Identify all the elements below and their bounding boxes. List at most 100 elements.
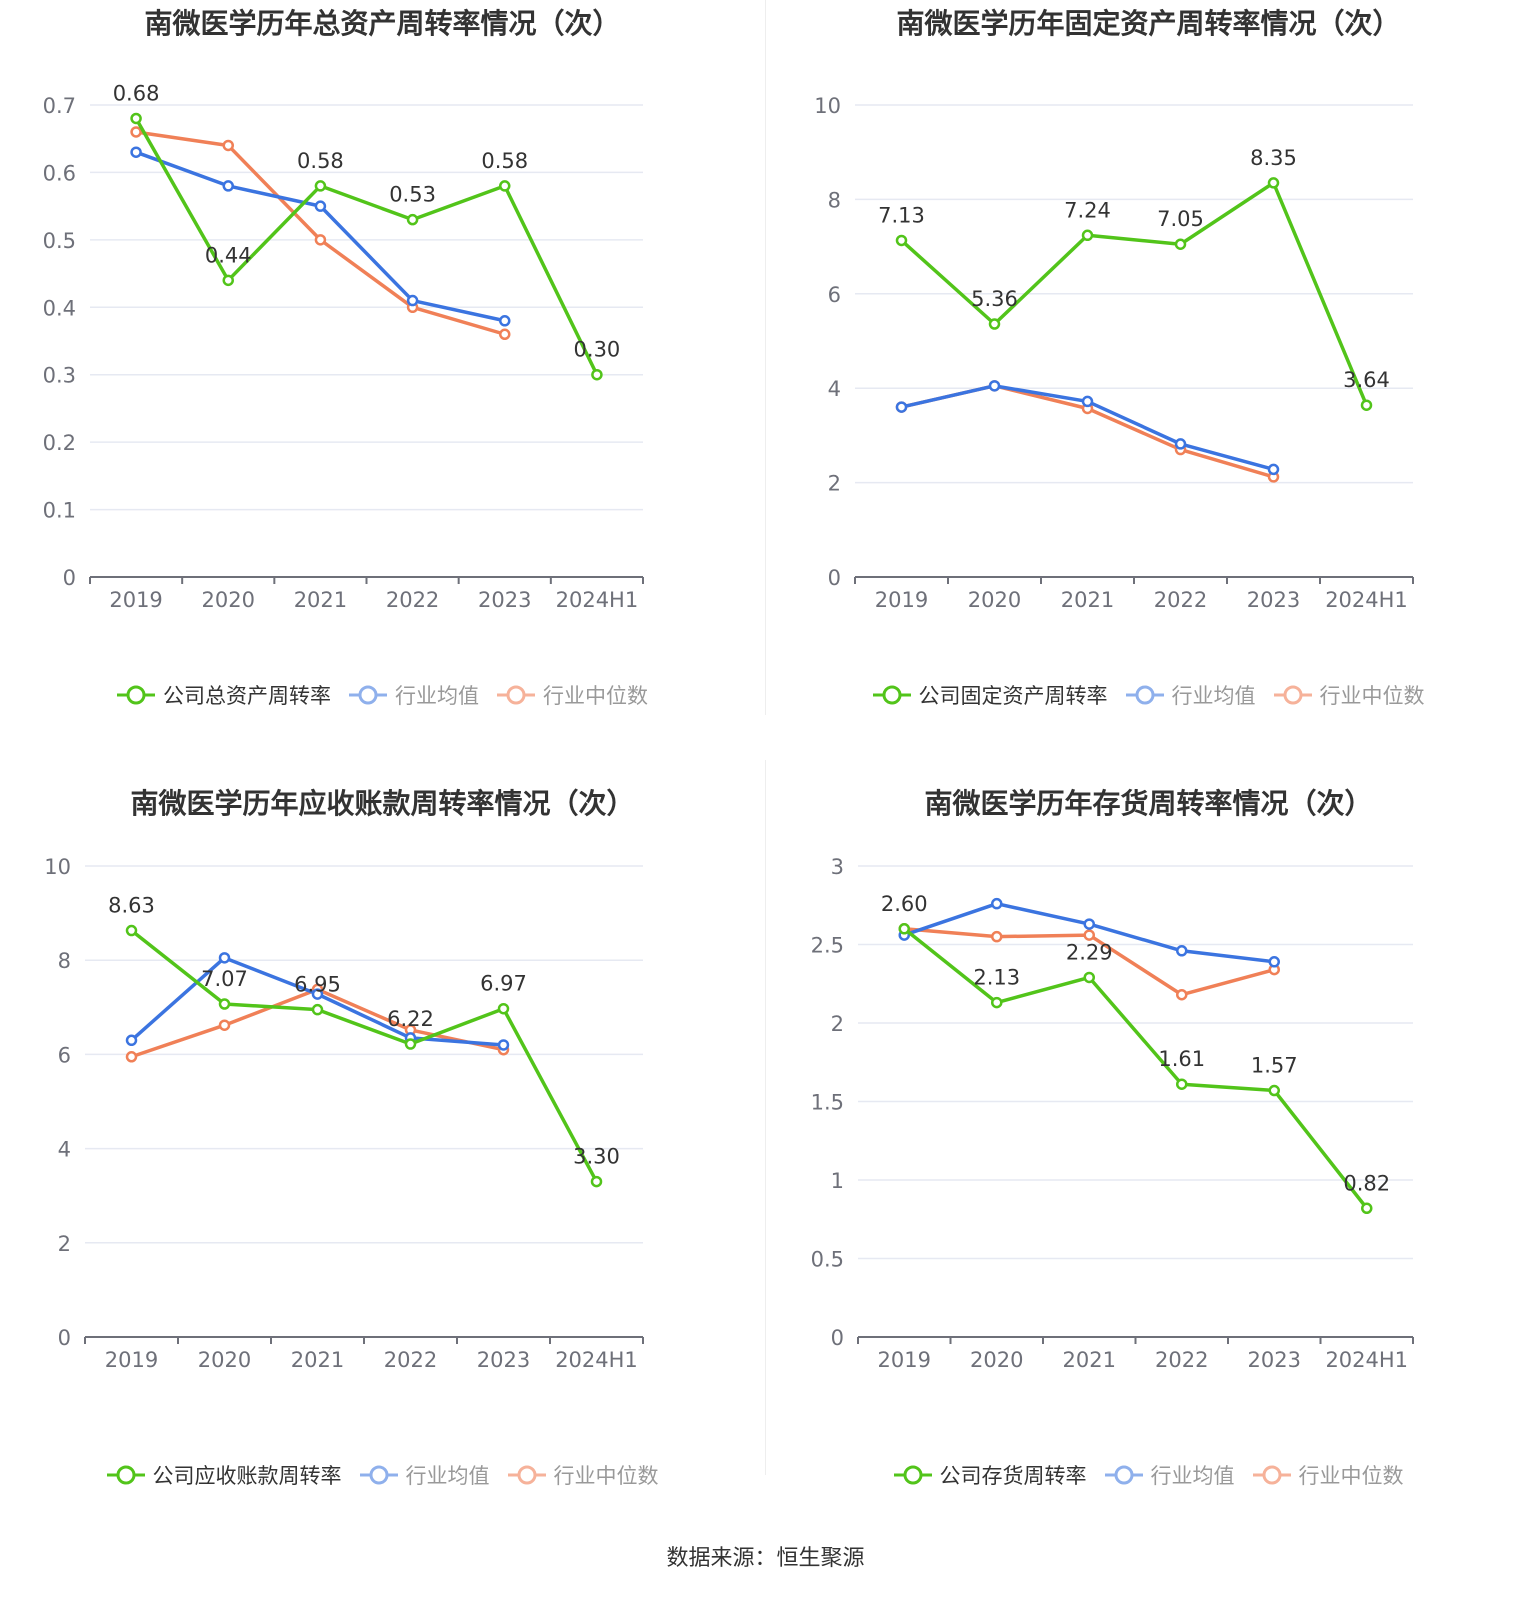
data-point-company[interactable] <box>1361 1202 1373 1215</box>
data-point-industry-average[interactable] <box>130 146 142 158</box>
data-point-industry-average[interactable] <box>406 294 419 307</box>
series-line-company <box>900 181 1369 406</box>
divider-top <box>765 0 766 715</box>
data-point-company[interactable] <box>406 213 419 226</box>
legend-item-company[interactable]: 公司存货周转率 <box>893 1460 1087 1490</box>
legend-label-industry-median: 行业中位数 <box>1298 1464 1404 1488</box>
legend-marker-median-icon <box>1273 685 1312 705</box>
y-tick-label: 0.4 <box>43 296 76 320</box>
data-point-industry-median[interactable] <box>218 1019 231 1031</box>
legend-item-company[interactable]: 公司应收账款周转率 <box>106 1460 342 1490</box>
data-point-industry-average[interactable] <box>988 380 1001 392</box>
data-point-company[interactable] <box>218 998 231 1010</box>
legend: 公司存货周转率 行业均值 行业中位数 <box>766 1460 1531 1490</box>
data-point-industry-median[interactable] <box>499 328 511 341</box>
data-point-industry-average[interactable] <box>1083 918 1095 930</box>
chart-title: 南微医学历年总资产周转率情况（次） <box>144 7 621 40</box>
data-label: 0.53 <box>389 183 436 207</box>
data-point-industry-median[interactable] <box>125 1051 138 1063</box>
line-chart-receivables-turnover: 0 2 4 6 8 10 2019 2020 2021 2022 2023 2024H1 8.63 7.0… <box>44 855 644 1372</box>
data-point-company[interactable] <box>898 923 910 935</box>
data-point-company[interactable] <box>1174 238 1187 250</box>
data-point-company[interactable] <box>991 996 1003 1009</box>
data-label: 0.68 <box>113 81 160 105</box>
data-label: 7.24 <box>1064 198 1111 222</box>
data-point-industry-average[interactable] <box>1176 945 1188 957</box>
x-tick-label: 2019 <box>109 588 162 612</box>
y-tick-label: 4 <box>58 1138 71 1162</box>
x-tick-label: 2023 <box>1248 1348 1301 1372</box>
legend-label-industry-median: 行业中位数 <box>1319 684 1425 708</box>
y-tick-label: 8 <box>58 949 71 973</box>
data-point-industry-median[interactable] <box>130 126 142 138</box>
data-point-industry-average[interactable] <box>991 897 1003 910</box>
y-tick-label: 1.5 <box>811 1091 844 1115</box>
chart-panel-inventory-turnover: 南微医学历年存货周转率情况（次） 0 0.5 1 1.5 2 2.5 3 2019 2020 20… <box>766 780 1531 1540</box>
legend-marker-average-icon <box>1125 685 1164 705</box>
legend-item-company[interactable]: 公司总资产周转率 <box>117 680 331 710</box>
data-point-industry-median[interactable] <box>1176 988 1188 1001</box>
data-point-industry-average[interactable] <box>1267 463 1280 476</box>
data-point-company[interactable] <box>1081 229 1094 242</box>
data-point-company[interactable] <box>590 1175 603 1188</box>
legend-item-industry-average[interactable]: 行业均值 <box>349 680 479 710</box>
data-label: 5.36 <box>971 287 1018 311</box>
y-tick-label: 3 <box>831 855 844 879</box>
legend-item-industry-average[interactable]: 行业均值 <box>359 1460 490 1490</box>
x-tick-label: 2022 <box>386 588 439 612</box>
data-point-company[interactable] <box>1176 1078 1188 1090</box>
data-point-industry-median[interactable] <box>222 139 234 152</box>
data-point-company[interactable] <box>314 180 327 192</box>
y-tick-label: 0.3 <box>43 364 76 388</box>
data-point-industry-average[interactable] <box>1268 956 1280 968</box>
data-point-company[interactable] <box>499 180 511 192</box>
data-point-company[interactable] <box>222 274 234 287</box>
data-point-industry-average[interactable] <box>125 1034 138 1047</box>
legend-label-company: 公司总资产周转率 <box>163 684 331 708</box>
legend-item-industry-median[interactable]: 行业中位数 <box>507 1460 659 1490</box>
y-tick-label: 0 <box>58 1326 71 1350</box>
x-tick-label: 2022 <box>1155 1348 1208 1372</box>
data-point-industry-average[interactable] <box>1081 395 1094 408</box>
data-point-company[interactable] <box>1268 1084 1280 1097</box>
data-point-company[interactable] <box>130 112 142 125</box>
y-tick-label: 2 <box>58 1232 71 1256</box>
legend-item-industry-average[interactable]: 行业均值 <box>1104 1460 1235 1490</box>
data-point-company[interactable] <box>591 368 603 381</box>
legend-item-industry-median[interactable]: 行业中位数 <box>1252 1460 1404 1490</box>
data-label: 2.29 <box>1066 940 1113 964</box>
data-point-industry-average[interactable] <box>497 1039 510 1051</box>
data-point-company[interactable] <box>125 924 138 937</box>
data-point-industry-median[interactable] <box>314 234 327 246</box>
data-point-company[interactable] <box>404 1038 417 1050</box>
x-tick-label: 2019 <box>875 588 928 612</box>
data-point-industry-average[interactable] <box>314 200 327 212</box>
data-point-industry-median[interactable] <box>991 930 1003 943</box>
data-point-industry-median[interactable] <box>1083 929 1095 941</box>
y-tick-label: 2.5 <box>811 934 844 958</box>
data-point-company[interactable] <box>1360 399 1373 411</box>
legend-item-industry-median[interactable]: 行业中位数 <box>1273 680 1425 710</box>
data-point-company[interactable] <box>497 1002 510 1015</box>
y-tick-label: 0.6 <box>43 161 76 185</box>
data-point-industry-average[interactable] <box>895 401 908 413</box>
data-point-industry-average[interactable] <box>218 952 231 964</box>
legend-item-industry-average[interactable]: 行业均值 <box>1125 680 1256 710</box>
data-point-industry-average[interactable] <box>222 180 234 192</box>
data-label: 6.22 <box>387 1007 434 1031</box>
data-point-company[interactable] <box>1083 971 1095 984</box>
data-point-industry-average[interactable] <box>1174 438 1187 450</box>
data-point-company[interactable] <box>311 1003 324 1016</box>
legend-item-industry-median[interactable]: 行业中位数 <box>497 680 648 710</box>
legend-label-industry-median: 行业中位数 <box>553 1464 659 1488</box>
data-point-company[interactable] <box>895 234 908 247</box>
data-point-industry-average[interactable] <box>311 988 324 1000</box>
data-point-company[interactable] <box>988 318 1001 330</box>
data-point-company[interactable] <box>1267 177 1280 189</box>
data-point-industry-average[interactable] <box>499 315 511 327</box>
series-line-company <box>134 117 599 376</box>
chart-title: 南微医学历年存货周转率情况（次） <box>924 787 1373 820</box>
legend-item-company[interactable]: 公司固定资产周转率 <box>872 680 1108 710</box>
legend-marker-median-icon <box>507 1465 546 1485</box>
line-chart-inventory-turnover: 0 0.5 1 1.5 2 2.5 3 2019 2020 2021 2022 2023 2024H1 2… <box>811 855 1414 1372</box>
